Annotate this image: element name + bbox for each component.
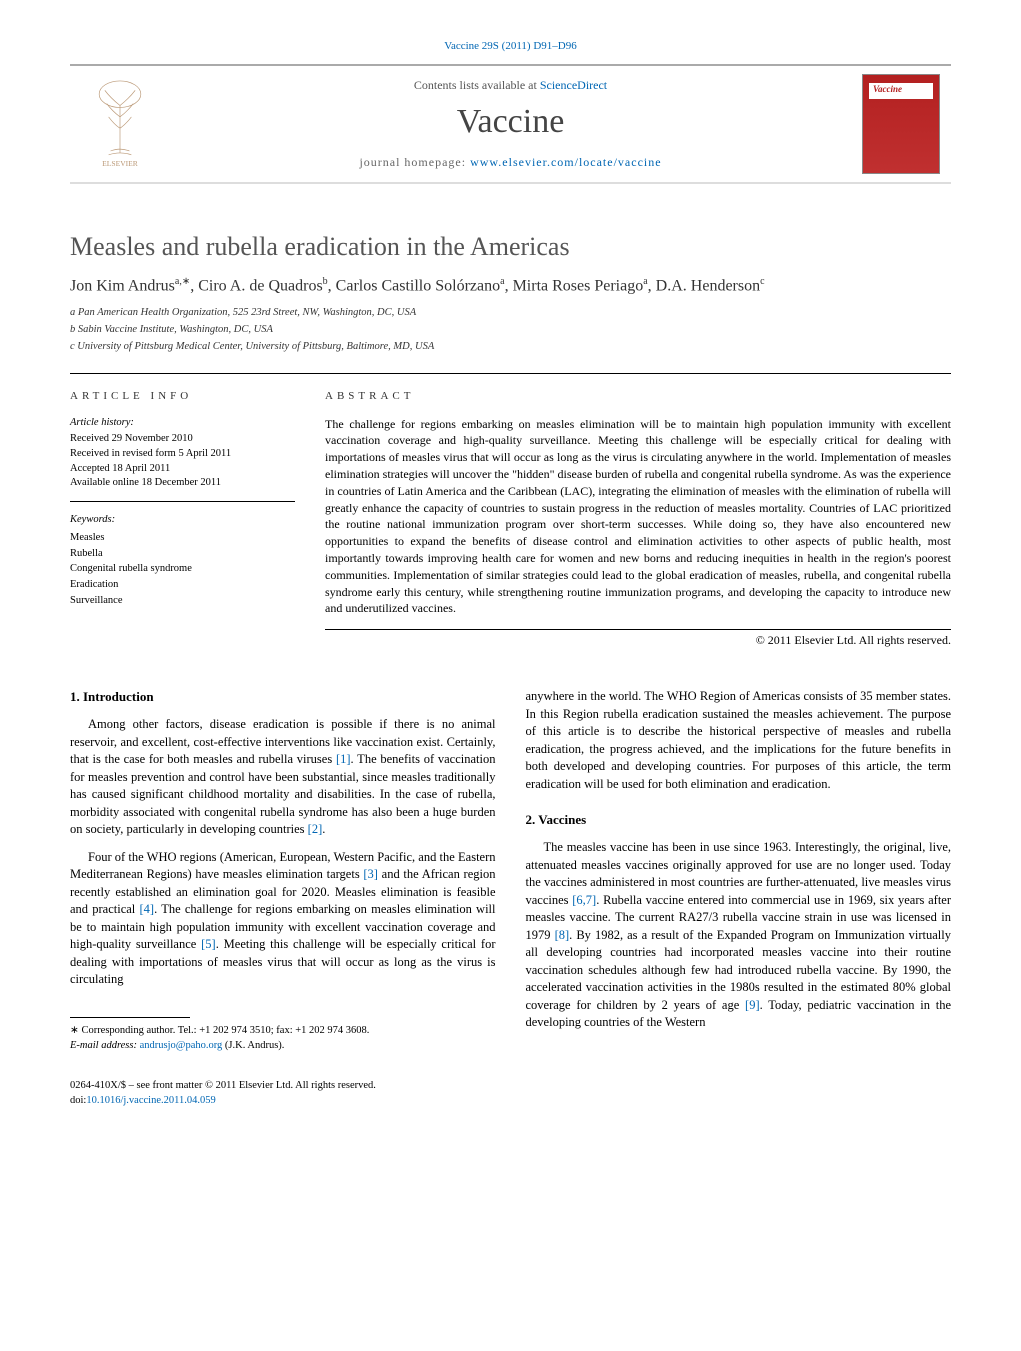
homepage-prefix: journal homepage:	[359, 155, 470, 169]
reference-link[interactable]: [6,7]	[572, 893, 596, 907]
footnote-text: Corresponding author. Tel.: +1 202 974 3…	[81, 1025, 369, 1036]
keyword-line: Congenital rubella syndrome	[70, 561, 295, 577]
journal-cover-thumb: Vaccine	[851, 66, 951, 182]
reference-link[interactable]: [3]	[363, 867, 378, 881]
history-line: Received 29 November 2010	[70, 432, 295, 447]
keyword-line: Eradication	[70, 577, 295, 593]
history-label: Article history:	[70, 416, 295, 431]
footnote-marker: ∗	[70, 1025, 79, 1036]
article-history-block: Article history: Received 29 November 20…	[70, 416, 295, 502]
journal-page: Vaccine 29S (2011) D91–D96 ELSEVIER Cont…	[0, 0, 1021, 1149]
intro-p3: anywhere in the world. The WHO Region of…	[526, 688, 952, 793]
reference-link[interactable]: [8]	[555, 928, 570, 942]
journal-name: Vaccine	[170, 103, 851, 141]
keyword-line: Surveillance	[70, 593, 295, 609]
reference-link[interactable]: [9]	[745, 998, 760, 1012]
front-matter-copyright: 0264-410X/$ – see front matter © 2011 El…	[70, 1079, 496, 1094]
keywords-label: Keywords:	[70, 512, 295, 528]
corresponding-email-link[interactable]: andrusjo@paho.org	[140, 1040, 223, 1051]
affiliation-line: b Sabin Vaccine Institute, Washington, D…	[70, 322, 951, 338]
article-info-column: ARTICLE INFO Article history: Received 2…	[70, 390, 295, 649]
sciencedirect-bar: ELSEVIER Contents lists available at Sci…	[70, 64, 951, 184]
keyword-line: Measles	[70, 530, 295, 546]
corresponding-author-footnote: ∗ Corresponding author. Tel.: +1 202 974…	[70, 1024, 496, 1053]
affiliation-line: a Pan American Health Organization, 525 …	[70, 305, 951, 321]
footnote-separator	[70, 1017, 190, 1018]
body-columns: 1. Introduction Among other factors, dis…	[70, 688, 951, 1108]
journal-homepage-line: journal homepage: www.elsevier.com/locat…	[170, 155, 851, 170]
author-list: Jon Kim Andrusa,∗, Ciro A. de Quadrosb, …	[70, 276, 951, 295]
cover-image: Vaccine	[862, 74, 940, 174]
doi-prefix: doi:	[70, 1095, 86, 1106]
reference-link[interactable]: [4]	[140, 902, 155, 916]
journal-homepage-link[interactable]: www.elsevier.com/locate/vaccine	[470, 155, 661, 169]
email-label: E-mail address:	[70, 1040, 137, 1051]
affiliation-line: c University of Pittsburg Medical Center…	[70, 339, 951, 355]
intro-p1: Among other factors, disease eradication…	[70, 716, 496, 839]
doi-link[interactable]: 10.1016/j.vaccine.2011.04.059	[86, 1095, 215, 1106]
email-who: (J.K. Andrus).	[225, 1040, 285, 1051]
history-line: Accepted 18 April 2011	[70, 462, 295, 477]
running-head: Vaccine 29S (2011) D91–D96	[70, 40, 951, 52]
keyword-line: Rubella	[70, 546, 295, 562]
history-line: Available online 18 December 2011	[70, 476, 295, 491]
contents-available-line: Contents lists available at ScienceDirec…	[170, 78, 851, 93]
abstract-head: ABSTRACT	[325, 390, 951, 402]
body-col-left: 1. Introduction Among other factors, dis…	[70, 688, 496, 1108]
elsevier-logo: ELSEVIER	[70, 66, 170, 182]
abstract-copyright: © 2011 Elsevier Ltd. All rights reserved…	[325, 633, 951, 648]
sciencedirect-link[interactable]: ScienceDirect	[540, 78, 607, 92]
sd-center: Contents lists available at ScienceDirec…	[170, 66, 851, 182]
contents-prefix: Contents lists available at	[414, 78, 540, 92]
article-title: Measles and rubella eradication in the A…	[70, 232, 951, 262]
article-info-head: ARTICLE INFO	[70, 390, 295, 402]
affiliations: a Pan American Health Organization, 525 …	[70, 305, 951, 354]
abstract-text: The challenge for regions embarking on m…	[325, 416, 951, 631]
elsevier-tree-icon: ELSEVIER	[80, 79, 160, 169]
intro-p2: Four of the WHO regions (American, Europ…	[70, 849, 496, 989]
body-col-right: anywhere in the world. The WHO Region of…	[526, 688, 952, 1108]
section-1-head: 1. Introduction	[70, 688, 496, 706]
keywords-block: Keywords: MeaslesRubellaCongenital rubel…	[70, 512, 295, 609]
reference-link[interactable]: [1]	[336, 752, 351, 766]
svg-text:ELSEVIER: ELSEVIER	[102, 159, 139, 168]
section-2-head: 2. Vaccines	[526, 811, 952, 829]
vaccines-p1: The measles vaccine has been in use sinc…	[526, 839, 952, 1032]
meta-abstract-wrap: ARTICLE INFO Article history: Received 2…	[70, 373, 951, 649]
reference-link[interactable]: [5]	[201, 937, 216, 951]
front-matter-block: 0264-410X/$ – see front matter © 2011 El…	[70, 1079, 496, 1108]
reference-link[interactable]: [2]	[308, 822, 323, 836]
abstract-column: ABSTRACT The challenge for regions embar…	[325, 390, 951, 649]
cover-label: Vaccine	[873, 84, 902, 94]
history-line: Received in revised form 5 April 2011	[70, 447, 295, 462]
